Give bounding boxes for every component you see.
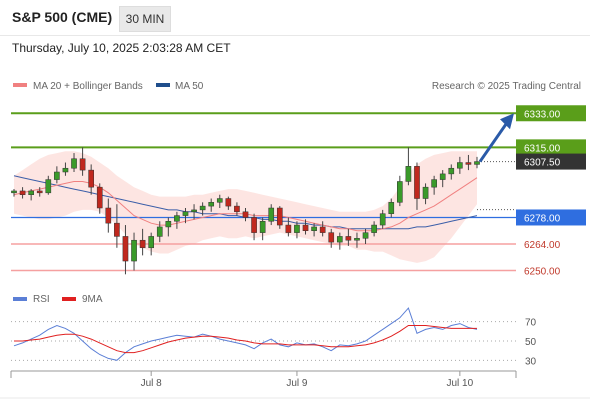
- candle-body: [96, 186, 103, 209]
- candle-body: [422, 186, 429, 199]
- candle-body: [71, 158, 77, 169]
- timeframe-badge[interactable]: 30 MIN: [119, 6, 171, 32]
- candle-body: [379, 213, 386, 226]
- candle-body: [131, 239, 137, 262]
- rsi-ma-legend-swatch: [62, 297, 76, 301]
- candle-body: [28, 190, 34, 195]
- candle-body: [276, 207, 283, 226]
- candle-body: [45, 179, 52, 194]
- candle-body: [191, 209, 197, 213]
- candle-body: [259, 221, 266, 233]
- x-tick-label: Jul 9: [286, 378, 308, 389]
- ma50-legend-swatch: [156, 83, 170, 87]
- last-price-label: 6307.50: [524, 158, 561, 169]
- candle-body: [156, 226, 163, 237]
- candle-body: [11, 190, 17, 194]
- candle-body: [199, 205, 206, 211]
- candle-body: [225, 198, 232, 207]
- candle-body: [54, 171, 60, 180]
- x-tick-label: Jul 8: [141, 378, 163, 389]
- candle-body: [397, 181, 403, 203]
- candle-body: [122, 236, 129, 262]
- instrument-title: S&P 500 (CME): [12, 9, 113, 25]
- candle-body: [88, 169, 94, 188]
- last-price-tag: [516, 153, 586, 170]
- rsi-panel: 70 50 30: [11, 307, 537, 367]
- header-divider: [0, 35, 590, 36]
- x-axis: Jul 8 Jul 9 Jul 10: [141, 371, 474, 389]
- x-tick-label: Jul 10: [447, 378, 474, 389]
- resistance-label: 6333.00: [524, 109, 561, 120]
- candle-body: [208, 202, 215, 207]
- candle-body: [345, 236, 352, 241]
- projection-arrow-shaft: [478, 120, 510, 163]
- candle-body: [114, 222, 120, 237]
- candle-body: [62, 167, 69, 173]
- candle-body: [448, 167, 455, 175]
- candle-body: [36, 190, 43, 194]
- candle-body: [319, 226, 326, 233]
- candle-body: [431, 179, 437, 188]
- candle-body: [302, 224, 309, 231]
- support-label: 6264.00: [524, 240, 561, 251]
- candle-body: [294, 224, 300, 233]
- ma20-legend-label: MA 20 + Bollinger Bands: [33, 81, 143, 92]
- resistance-tag: [516, 105, 586, 122]
- candle-body: [457, 162, 463, 169]
- price-panel: 6333.00 6315.00 6307.50 6278.00 6264.00 6250.…: [11, 105, 586, 278]
- candle-body: [174, 215, 180, 222]
- rsi-tick-label: 50: [525, 337, 537, 348]
- candle-body: [165, 221, 172, 228]
- candle-body: [182, 211, 189, 216]
- pivot-label: 6278.00: [524, 213, 561, 224]
- resistance-tag: [516, 139, 586, 156]
- rsi-legend-label: RSI: [33, 294, 50, 305]
- candle-body: [336, 236, 343, 243]
- candle-body: [105, 207, 112, 224]
- rsi-ma-line: [14, 325, 477, 354]
- bollinger-band-area: [14, 151, 477, 263]
- candle-body: [354, 238, 360, 241]
- candle-body: [474, 161, 480, 165]
- candle-body: [439, 173, 446, 180]
- candle-body: [268, 207, 275, 222]
- pivot-tag: [516, 209, 586, 226]
- candle-body: [148, 236, 155, 249]
- candle-body: [371, 224, 377, 233]
- candle-body: [19, 190, 26, 195]
- candle-body: [79, 158, 86, 171]
- candle-body: [251, 217, 257, 233]
- candle-body: [139, 239, 146, 249]
- datetime-label: Thursday, July 10, 2025 2:03:28 AM CET: [12, 41, 231, 55]
- rsi-tick-label: 70: [525, 318, 537, 329]
- resistance-label: 6315.00: [524, 143, 561, 154]
- candle-body: [216, 198, 223, 203]
- candle-body: [311, 226, 317, 231]
- credit-text: Research © 2025 Trading Central: [432, 81, 581, 92]
- ma50-legend-label: MA 50: [175, 81, 204, 92]
- candle-body: [242, 211, 249, 218]
- rsi-ma-legend-label: 9MA: [82, 294, 103, 305]
- rsi-tick-label: 30: [525, 356, 537, 367]
- candle-body: [328, 232, 335, 243]
- rsi-legend-swatch: [13, 297, 27, 301]
- candle-body: [234, 205, 240, 213]
- candle-body: [285, 224, 292, 233]
- candle-body: [414, 166, 420, 199]
- ma20-legend-swatch: [13, 83, 27, 87]
- candle-body: [388, 202, 395, 214]
- candle-body: [405, 166, 412, 182]
- candle-body: [362, 232, 369, 239]
- projection-arrow-head: [500, 113, 514, 130]
- support-label: 6250.00: [524, 267, 561, 278]
- header: S&P 500 (CME) 30 MIN: [0, 0, 590, 36]
- candle-body: [465, 162, 472, 165]
- rsi-line: [13, 307, 478, 361]
